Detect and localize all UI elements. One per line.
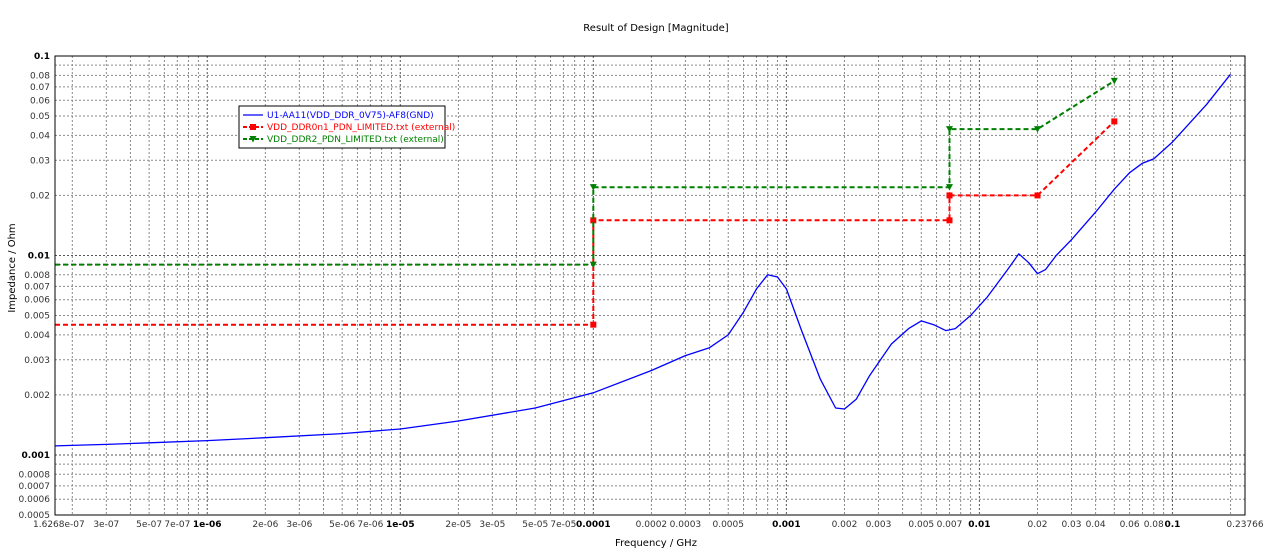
x-tick-label: 7e-06 (357, 520, 383, 530)
x-tick-label: 1e-05 (386, 520, 415, 530)
y-tick-label: 0.06 (30, 96, 50, 106)
y-tick-label: 0.0008 (19, 470, 51, 480)
series-marker-ddr0n1-limit (1111, 118, 1118, 125)
y-tick-label: 0.08 (30, 71, 50, 81)
x-tick-label: 0.23766 (1226, 520, 1263, 530)
x-tick-label: 0.01 (968, 520, 990, 530)
series-marker-ddr0n1-limit (1034, 192, 1041, 199)
x-tick-label: 7e-07 (164, 520, 190, 530)
legend-label-ddr0n1-limit: VDD_DDR0n1_PDN_LIMITED.txt (external) (267, 123, 455, 133)
series-marker-ddr0n1-limit (946, 192, 953, 199)
series-line-impedance (54, 73, 1232, 447)
series-marker-ddr0n1-limit (590, 217, 597, 224)
x-tick-label: 0.02 (1027, 520, 1047, 530)
chart-title: Result of Design [Magnitude] (583, 23, 728, 34)
y-tick-label: 0.01 (28, 251, 50, 261)
legend-box (238, 105, 446, 149)
y-tick-label: 0.05 (30, 112, 50, 122)
legend-marker-ddr2-limit (249, 136, 257, 143)
x-tick-label: 0.007 (937, 520, 963, 530)
y-tick-label: 0.02 (30, 191, 50, 201)
y-tick-label: 0.003 (24, 356, 50, 366)
y-axis-title: Impedance / Ohm (7, 223, 18, 312)
x-tick-label: 0.0001 (576, 520, 611, 530)
y-tick-label: 0.0007 (19, 482, 51, 492)
series-marker-ddr0n1-limit (946, 217, 953, 224)
x-tick-labels: 1.6268e-07 3e-07 5e-07 7e-07 1e-06 2e-06 3e-06… (33, 520, 1264, 530)
x-tick-label: 5e-05 (522, 520, 548, 530)
x-tick-label: 3e-06 (286, 520, 312, 530)
series-marker-ddr0n1-limit (590, 321, 597, 328)
x-tick-label: 1e-06 (193, 520, 222, 530)
x-tick-label: 0.1 (1164, 520, 1180, 530)
series-marker-ddr2-limit (589, 184, 597, 191)
legend: U1-AA11(VDD_DDR_0V75)-AF8(GND) VDD_DDR0n1… (238, 105, 455, 149)
y-tick-label: 0.1 (34, 52, 50, 62)
y-tick-label: 0.002 (24, 391, 50, 401)
x-tick-label: 5e-07 (136, 520, 162, 530)
x-tick-label: 0.005 (908, 520, 934, 530)
y-tick-label: 0.008 (24, 271, 50, 281)
x-tick-label: 3e-07 (93, 520, 119, 530)
legend-label-ddr2-limit: VDD_DDR2_PDN_LIMITED.txt (external) (267, 135, 444, 145)
legend-label-impedance: U1-AA11(VDD_DDR_0V75)-AF8(GND) (267, 111, 434, 121)
y-tick-label: 0.04 (30, 131, 50, 141)
series-marker-ddr2-limit (1033, 126, 1041, 133)
x-tick-label: 5e-06 (329, 520, 355, 530)
x-tick-label: 0.08 (1144, 520, 1164, 530)
x-tick-label: 0.03 (1061, 520, 1081, 530)
x-tick-label: 2e-06 (252, 520, 278, 530)
x-tick-label: 0.0003 (670, 520, 702, 530)
series-layer (54, 73, 1232, 447)
y-tick-label: 0.0006 (19, 495, 51, 505)
y-tick-label: 0.004 (24, 331, 50, 341)
series-marker-ddr2-limit (945, 126, 953, 133)
y-tick-labels: 0.0005 0.0006 0.0007 0.0008 0.001 0.002 0.003 0… (19, 52, 51, 521)
x-tick-label: 0.0005 (712, 520, 744, 530)
x-tick-label: 0.001 (772, 520, 800, 530)
x-tick-label: 3e-05 (479, 520, 505, 530)
x-tick-label: 1.6268e-07 (33, 520, 85, 530)
y-tick-label: 0.005 (24, 312, 50, 322)
x-axis-title: Frequency / GHz (615, 538, 697, 549)
series-marker-ddr2-limit (945, 184, 953, 191)
x-tick-label: 2e-05 (445, 520, 471, 530)
x-tick-label: 0.0002 (636, 520, 668, 530)
y-tick-label: 0.006 (24, 296, 50, 306)
grid (55, 56, 1245, 515)
x-tick-label: 0.04 (1086, 520, 1106, 530)
x-tick-label: 7e-05 (550, 520, 576, 530)
y-tick-label: 0.0005 (19, 511, 51, 521)
series-marker-ddr2-limit (589, 261, 597, 269)
x-tick-label: 0.002 (832, 520, 858, 530)
y-tick-label: 0.001 (22, 451, 50, 461)
legend-marker-ddr0n1-limit (250, 124, 256, 130)
x-tick-label: 0.06 (1120, 520, 1140, 530)
y-tick-label: 0.007 (24, 282, 50, 292)
series-marker-ddr2-limit (1110, 77, 1118, 85)
series-line-ddr0n1-limit (55, 120, 1115, 326)
plot-frame (54, 55, 1246, 516)
x-tick-label: 0.003 (866, 520, 892, 530)
y-tick-label: 0.07 (30, 83, 50, 93)
y-tick-label: 0.03 (30, 156, 50, 166)
